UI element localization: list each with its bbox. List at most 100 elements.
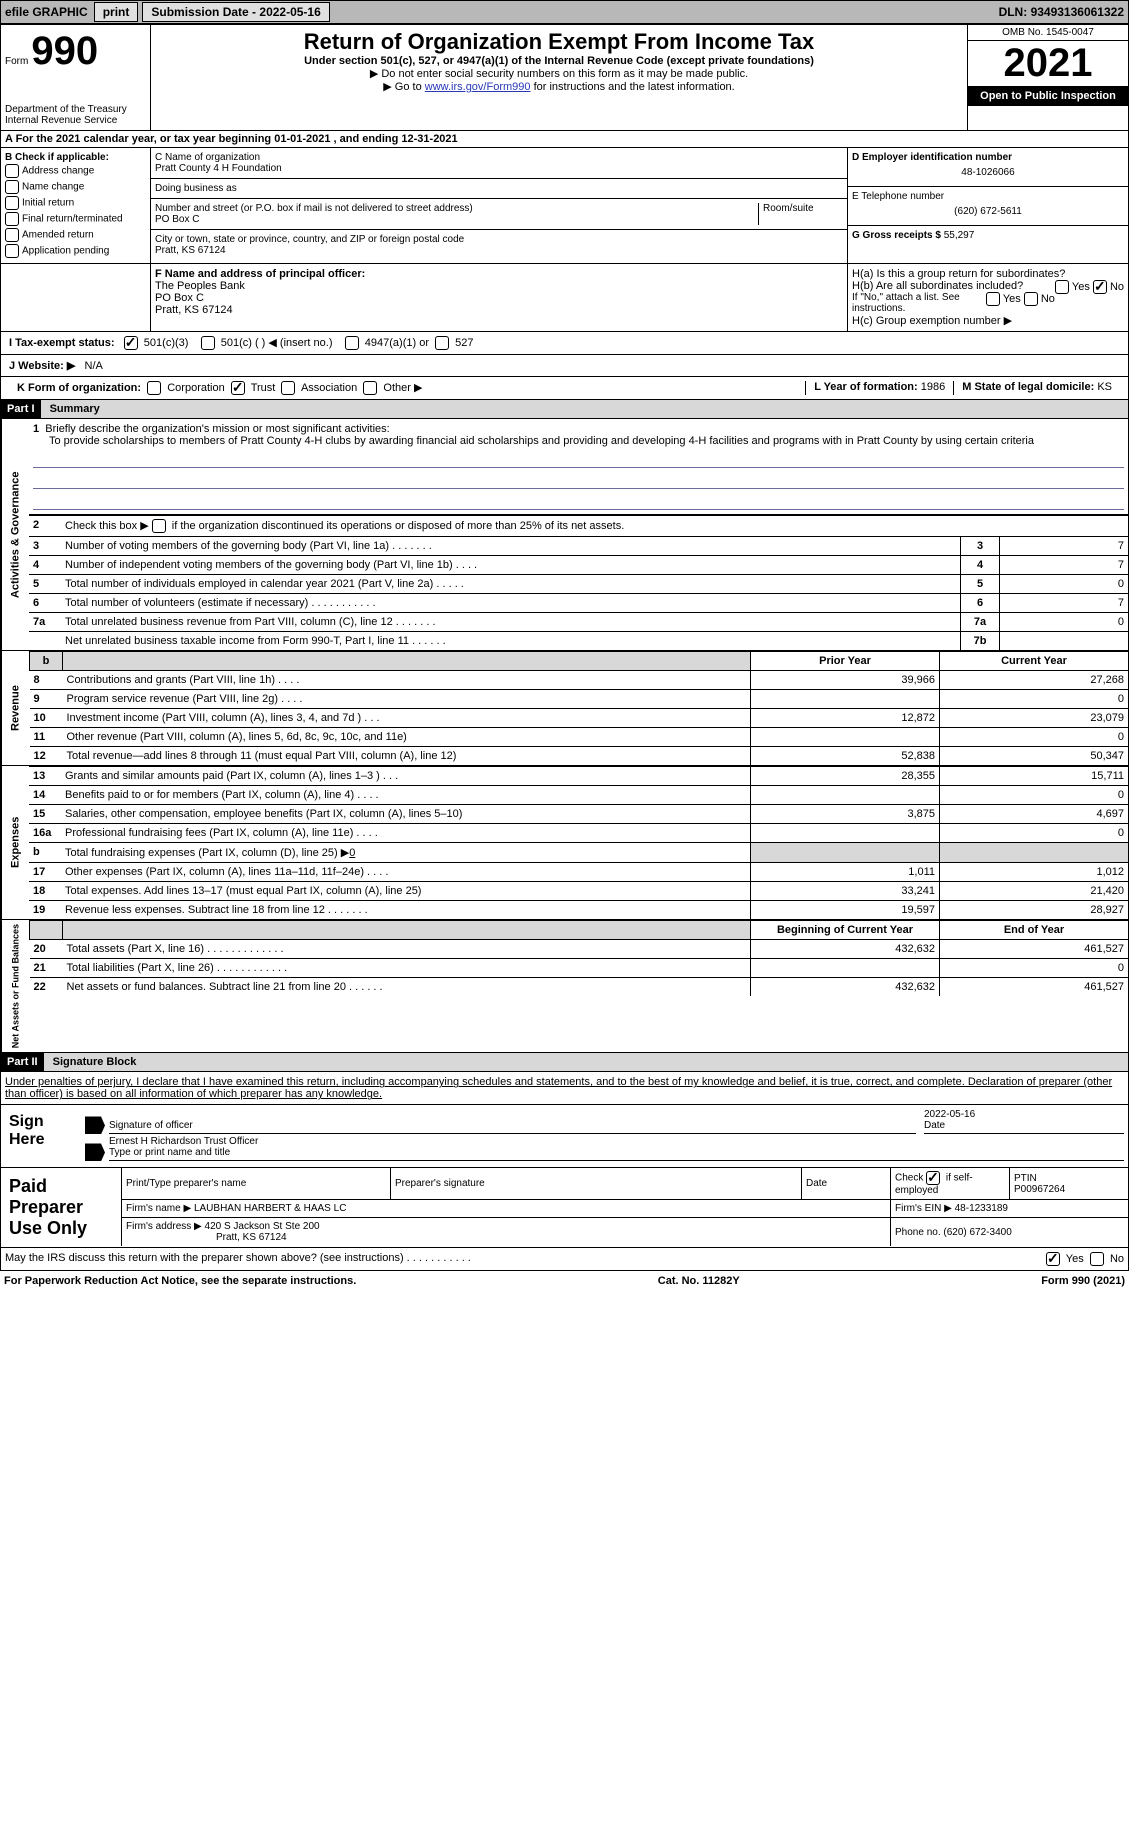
- box-c: C Name of organization Pratt County 4 H …: [151, 148, 848, 263]
- tax-year: 2021: [968, 41, 1128, 86]
- org-name: Pratt County 4 H Foundation: [155, 163, 843, 174]
- table-row: 3Number of voting members of the governi…: [29, 537, 1128, 556]
- part1-bar: Part I Summary: [0, 400, 1129, 419]
- net-section: Net Assets or Fund Balances Beginning of…: [0, 920, 1129, 1053]
- form-number: 990: [31, 29, 98, 73]
- check-app-pending[interactable]: [5, 244, 19, 258]
- firm-ein: 48-1233189: [955, 1203, 1008, 1214]
- table-row: 20Total assets (Part X, line 16) . . . .…: [30, 940, 1129, 959]
- side-exp: Expenses: [1, 766, 29, 919]
- side-gov: Activities & Governance: [1, 419, 29, 650]
- discuss-row: May the IRS discuss this return with the…: [0, 1248, 1129, 1271]
- table-row: bTotal fundraising expenses (Part IX, co…: [29, 843, 1128, 863]
- gov-section: Activities & Governance 1 Briefly descri…: [0, 419, 1129, 651]
- table-row: 5Total number of individuals employed in…: [29, 575, 1128, 594]
- signature-block: Under penalties of perjury, I declare th…: [0, 1072, 1129, 1168]
- dln: DLN: 93493136061322: [995, 5, 1128, 19]
- i-501c3[interactable]: [124, 336, 138, 350]
- table-row: 13Grants and similar amounts paid (Part …: [29, 767, 1128, 786]
- table-row: 8Contributions and grants (Part VIII, li…: [30, 671, 1129, 690]
- hb-yes[interactable]: [986, 292, 1000, 306]
- irs: Internal Revenue Service: [5, 115, 146, 126]
- table-row: 16aProfessional fundraising fees (Part I…: [29, 824, 1128, 843]
- box-klm: K Form of organization: Corporation Trus…: [0, 377, 1129, 400]
- k-trust[interactable]: [231, 381, 245, 395]
- top-bar: efile GRAPHIC print Submission Date - 20…: [0, 0, 1129, 24]
- check-initial-return[interactable]: [5, 196, 19, 210]
- phone: (620) 672-5611: [852, 202, 1124, 221]
- box-i: I Tax-exempt status: 501(c)(3) 501(c) ( …: [0, 332, 1129, 355]
- arrow-icon: [85, 1143, 105, 1161]
- dept: Department of the Treasury: [5, 104, 146, 115]
- rev-table: bPrior YearCurrent Year 8Contributions a…: [29, 651, 1128, 765]
- k-other[interactable]: [363, 381, 377, 395]
- hb-no[interactable]: [1024, 292, 1038, 306]
- preparer-block: Paid Preparer Use Only Print/Type prepar…: [0, 1168, 1129, 1248]
- check-final-return[interactable]: [5, 212, 19, 226]
- row-fh: F Name and address of principal officer:…: [0, 264, 1129, 332]
- discuss-no[interactable]: [1090, 1252, 1104, 1266]
- box-b: B Check if applicable: Address change Na…: [1, 148, 151, 263]
- gov-table: 2Check this box ▶ if the organization di…: [29, 515, 1128, 650]
- exp-section: Expenses 13Grants and similar amounts pa…: [0, 766, 1129, 920]
- table-row: Net unrelated business taxable income fr…: [29, 632, 1128, 651]
- print-button[interactable]: print: [94, 2, 139, 22]
- note-link: ▶ Go to www.irs.gov/Form990 for instruct…: [155, 80, 963, 93]
- table-row: 11Other revenue (Part VIII, column (A), …: [30, 728, 1129, 747]
- irs-link[interactable]: www.irs.gov/Form990: [425, 81, 531, 93]
- omb: OMB No. 1545-0047: [968, 25, 1128, 41]
- open-inspection: Open to Public Inspection: [968, 86, 1128, 106]
- part2-bar: Part II Signature Block: [0, 1053, 1129, 1072]
- box-deg: D Employer identification number 48-1026…: [848, 148, 1128, 263]
- table-row: 10Investment income (Part VIII, column (…: [30, 709, 1129, 728]
- website: N/A: [85, 360, 103, 372]
- check-address-change[interactable]: [5, 164, 19, 178]
- paid-preparer-label: Paid Preparer Use Only: [1, 1168, 121, 1247]
- table-row: 21Total liabilities (Part X, line 26) . …: [30, 959, 1129, 978]
- ha-yes[interactable]: [1055, 280, 1069, 294]
- box-h: H(a) Is this a group return for subordin…: [848, 264, 1128, 331]
- line2-check[interactable]: [152, 519, 166, 533]
- self-employed-check[interactable]: [926, 1171, 940, 1185]
- form-header: Form 990 Department of the Treasury Inte…: [0, 24, 1129, 131]
- table-row: 22Net assets or fund balances. Subtract …: [30, 978, 1129, 997]
- info-grid: B Check if applicable: Address change Na…: [0, 148, 1129, 264]
- table-row: 7aTotal unrelated business revenue from …: [29, 613, 1128, 632]
- side-rev: Revenue: [1, 651, 29, 765]
- box-j: J Website: ▶ N/A: [0, 355, 1129, 377]
- declaration: Under penalties of perjury, I declare th…: [1, 1072, 1128, 1104]
- k-corp[interactable]: [147, 381, 161, 395]
- table-row: 15Salaries, other compensation, employee…: [29, 805, 1128, 824]
- ein: 48-1026066: [852, 163, 1124, 182]
- table-row: 19Revenue less expenses. Subtract line 1…: [29, 901, 1128, 920]
- table-row: 9Program service revenue (Part VIII, lin…: [30, 690, 1129, 709]
- officer-signature[interactable]: Signature of officer: [109, 1109, 916, 1134]
- section-a: A For the 2021 calendar year, or tax yea…: [0, 131, 1129, 148]
- city-state-zip: Pratt, KS 67124: [155, 245, 843, 256]
- check-amended[interactable]: [5, 228, 19, 242]
- exp-table: 13Grants and similar amounts paid (Part …: [29, 766, 1128, 919]
- officer-name: Ernest H Richardson Trust OfficerType or…: [109, 1136, 1124, 1161]
- table-row: 12Total revenue—add lines 8 through 11 (…: [30, 747, 1129, 766]
- check-name-change[interactable]: [5, 180, 19, 194]
- i-527[interactable]: [435, 336, 449, 350]
- firm-name: LAUBHAN HARBERT & HAAS LC: [194, 1203, 346, 1214]
- table-row: 14Benefits paid to or for members (Part …: [29, 786, 1128, 805]
- k-assoc[interactable]: [281, 381, 295, 395]
- table-row: 18Total expenses. Add lines 13–17 (must …: [29, 882, 1128, 901]
- note-ssn: ▶ Do not enter social security numbers o…: [155, 67, 963, 80]
- discuss-yes[interactable]: [1046, 1252, 1060, 1266]
- year-formation: 1986: [921, 381, 945, 393]
- line1: 1 Briefly describe the organization's mi…: [29, 419, 1128, 515]
- sig-date: 2022-05-16Date: [924, 1109, 1124, 1134]
- gross-receipts: 55,297: [944, 230, 975, 241]
- table-row: 17Other expenses (Part IX, column (A), l…: [29, 863, 1128, 882]
- i-501c[interactable]: [201, 336, 215, 350]
- firm-addr: 420 S Jackson St Ste 200: [205, 1221, 320, 1232]
- ptin: P00967264: [1014, 1184, 1065, 1195]
- efile-label: efile GRAPHIC: [1, 5, 92, 19]
- ha-no[interactable]: [1093, 280, 1107, 294]
- net-table: Beginning of Current YearEnd of Year 20T…: [29, 920, 1128, 996]
- mission-text: To provide scholarships to members of Pr…: [33, 435, 1124, 447]
- i-4947[interactable]: [345, 336, 359, 350]
